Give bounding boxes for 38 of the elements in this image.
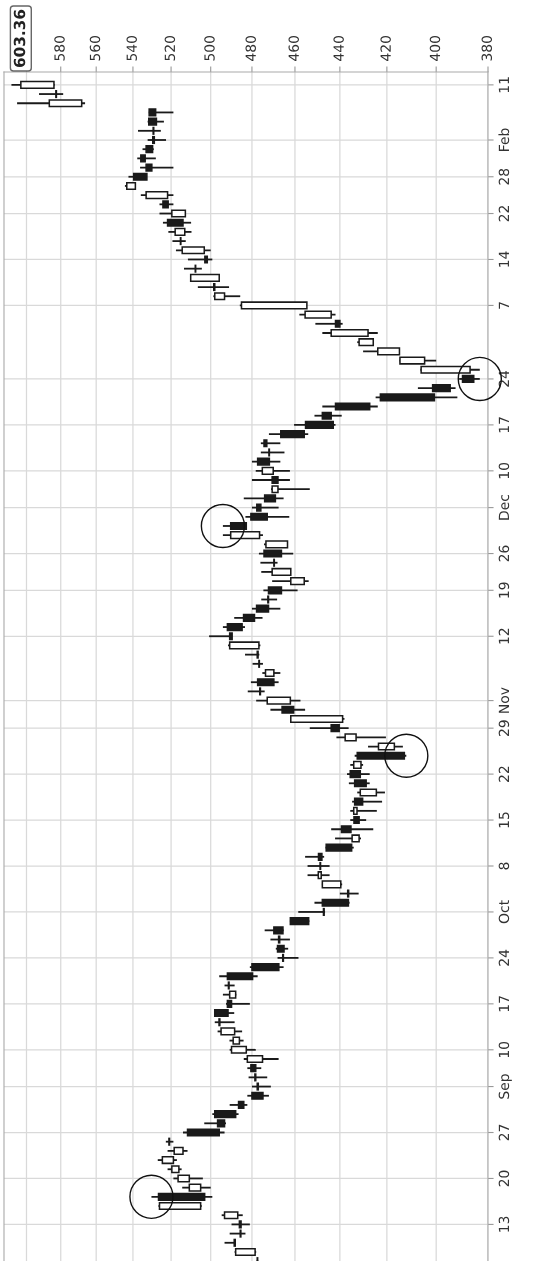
y-tick-label: 12 bbox=[498, 628, 509, 644]
y-tick-label: 17 bbox=[498, 996, 509, 1012]
y-tick-label: 22 bbox=[498, 766, 509, 782]
y-tick-label: Sep bbox=[498, 1074, 512, 1099]
y-tick-label: 24 bbox=[498, 949, 509, 966]
y-tick-label: 17 bbox=[498, 417, 509, 433]
x-tick-label: 380 bbox=[481, 36, 493, 61]
y-tick-label: Feb bbox=[498, 128, 510, 151]
x-tick-label: 420 bbox=[380, 36, 391, 61]
y-tick-label: 28 bbox=[498, 168, 510, 185]
y-tick-label: 29 bbox=[498, 720, 510, 736]
x-tick-label: 400 bbox=[429, 36, 441, 61]
y-tick-label: 22 bbox=[498, 206, 509, 222]
y-tick-label: Dec bbox=[498, 495, 510, 520]
y-tick-label: 7 bbox=[498, 302, 509, 309]
y-tick-label: Nov bbox=[498, 687, 510, 713]
y-tick-label: 8 bbox=[498, 862, 510, 870]
x-tick-label: 440 bbox=[333, 36, 344, 61]
x-tick-label: 460 bbox=[288, 36, 299, 61]
y-tick-label: 26 bbox=[498, 545, 510, 562]
x-tick-label: 580 bbox=[54, 36, 65, 61]
y-tick-label: 13 bbox=[498, 1216, 510, 1232]
y-tick-label: 20 bbox=[498, 1170, 510, 1187]
y-tick-label: 10 bbox=[498, 462, 510, 479]
x-tick-label: 520 bbox=[164, 36, 176, 61]
x-tick-label: 560 bbox=[89, 36, 101, 61]
y-tick-label: Oct bbox=[498, 900, 510, 924]
y-tick-label: 27 bbox=[498, 1124, 509, 1141]
y-tick-label: 14 bbox=[498, 251, 509, 267]
x-tick-label: 480 bbox=[245, 36, 256, 61]
y-tick-label: 19 bbox=[498, 582, 510, 598]
y-tick-label: 10 bbox=[498, 1041, 510, 1058]
y-tick-label: 24 bbox=[498, 370, 509, 387]
x-tick-label: 540 bbox=[126, 36, 137, 61]
y-tick-label: 15 bbox=[498, 812, 510, 828]
y-tick-label: 11 bbox=[498, 77, 509, 93]
text: 603.36 bbox=[13, 9, 26, 68]
x-tick-label: 500 bbox=[204, 36, 215, 61]
